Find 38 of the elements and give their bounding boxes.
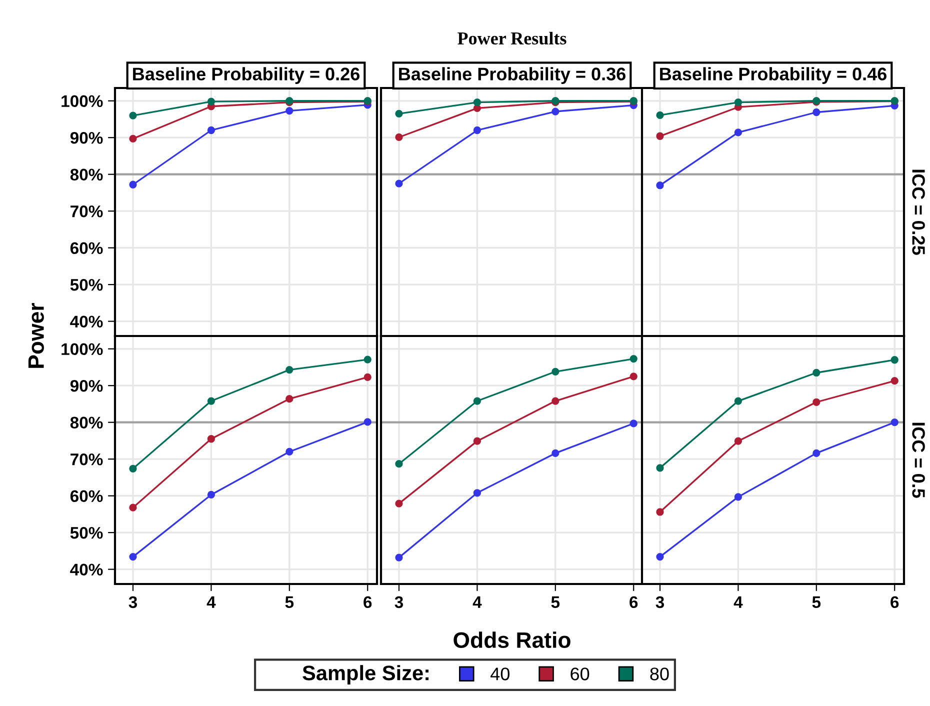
y-tick-label: 80% [70,416,103,429]
y-axis-title: Power [28,302,44,368]
x-tick-label: 6 [890,596,899,608]
y-tick-label: 50% [70,526,103,539]
x-tick-label: 3 [656,596,664,608]
x-tick-label: 3 [128,596,138,608]
chart-subtitle: Baseline Probability = 0.36 [399,67,626,84]
x-tick-label: 6 [630,596,638,608]
legend-title: Sample Size: [302,665,429,684]
chart-subtitle: Baseline Probability = 0.46 [660,67,887,84]
legend-label: 80 [650,668,669,680]
text: ICC = 0.25 [912,170,925,255]
y-tick-label: 70% [70,453,103,466]
y-tick-label: 90% [70,380,103,392]
y-tick-label: 90% [70,132,103,144]
legend-label: 60 [570,668,590,680]
y-tick-label: 60% [70,242,103,254]
text: ICC = 0.5 [912,422,925,498]
x-tick-label: 4 [206,596,216,608]
x-axis-title: Odds Ratio [454,632,570,648]
y-tick-label: 60% [70,490,103,502]
x-tick-label: 3 [394,596,404,608]
y-tick-label: 40% [70,564,103,576]
y-tick-label: 50% [70,278,103,291]
x-tick-label: 5 [551,596,560,608]
y-tick-label: 100% [62,95,103,108]
y-tick-label: 100% [62,343,103,356]
chart-title: Power Results [458,32,566,45]
y-tick-label: 80% [70,168,103,181]
x-tick-label: 5 [285,596,294,608]
x-tick-label: 4 [472,596,482,608]
y-tick-label: 40% [70,316,103,328]
chart-subtitle: Baseline Probability = 0.26 [133,67,360,84]
x-tick-label: 4 [734,596,743,608]
x-tick-label: 6 [364,596,372,608]
legend-label: 40 [490,668,510,680]
y-tick-label: 70% [70,205,103,218]
x-tick-label: 5 [812,596,821,608]
